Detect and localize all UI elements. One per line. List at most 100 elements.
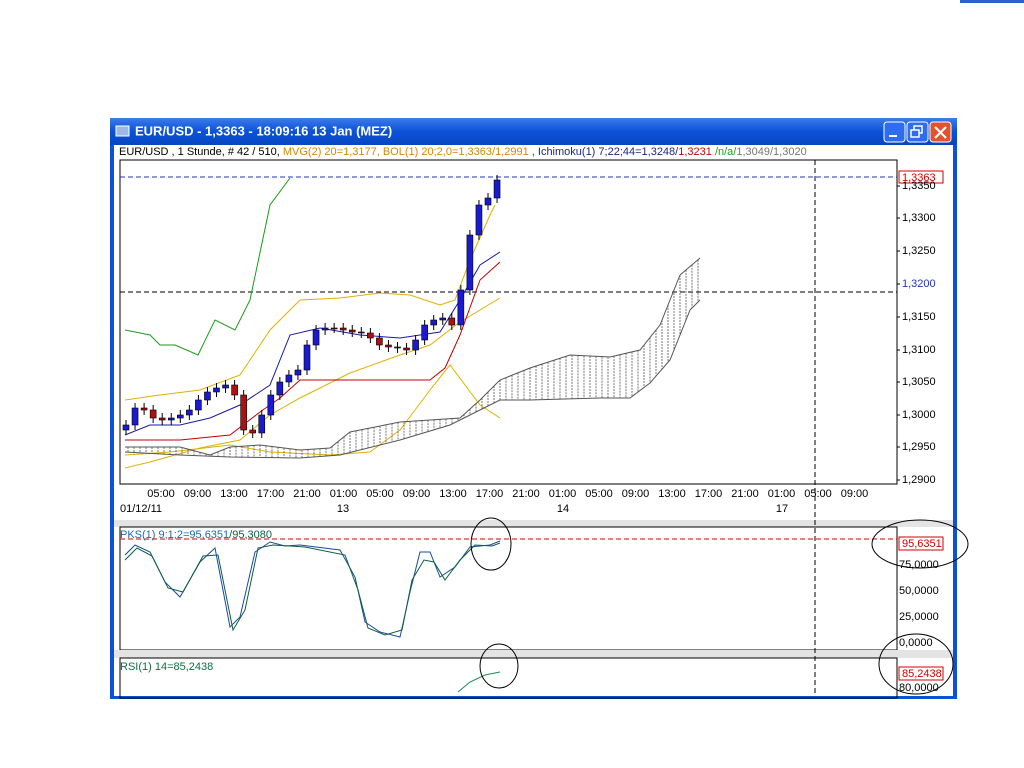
candle-body bbox=[231, 384, 238, 396]
chart-area bbox=[114, 145, 953, 696]
time-label: 09:00 bbox=[622, 488, 650, 500]
candle-body bbox=[158, 417, 166, 421]
senkou-a bbox=[125, 257, 701, 456]
pks-current: 95,6351 bbox=[902, 538, 942, 550]
candle-body bbox=[448, 317, 456, 326]
time-label: 01:00 bbox=[330, 488, 358, 500]
price-label: 1,3050 bbox=[902, 376, 936, 388]
candle-body bbox=[285, 374, 293, 383]
kijun-line bbox=[125, 261, 501, 441]
price-label: 1,3000 bbox=[902, 409, 936, 421]
candle-body bbox=[312, 329, 320, 346]
current-price: 1,3363 bbox=[902, 172, 936, 184]
time-label: 13:00 bbox=[439, 488, 467, 500]
time-label: 09:00 bbox=[403, 488, 431, 500]
price-label: 1,3150 bbox=[902, 311, 936, 323]
candle-body bbox=[267, 394, 275, 416]
window-title: EUR/USD - 1,3363 - 18:09:16 13 Jan (MEZ) bbox=[135, 123, 392, 138]
time-label: 17:00 bbox=[695, 488, 723, 500]
time-label: 21:00 bbox=[731, 488, 759, 500]
price-label: 1,3100 bbox=[902, 344, 936, 356]
pks-axis-label: 50,0000 bbox=[899, 585, 939, 597]
candle-body bbox=[276, 381, 284, 396]
info-text: EUR/USD , 1 Stunde, # 42 / 510, bbox=[119, 146, 283, 158]
window-icon bbox=[115, 125, 130, 137]
restore-icon bbox=[910, 129, 920, 138]
pks-axis-label: 75,0000 bbox=[899, 559, 939, 571]
candle-body bbox=[140, 407, 148, 411]
candle-body bbox=[367, 332, 374, 339]
candle-body bbox=[403, 347, 410, 351]
time-label: 21:00 bbox=[512, 488, 540, 500]
candle-body bbox=[357, 331, 365, 334]
pks-axis-label: 25,0000 bbox=[899, 611, 939, 623]
panel-splitter bbox=[114, 650, 953, 658]
candle-body bbox=[412, 339, 419, 351]
candle-body bbox=[330, 327, 338, 330]
moving-average bbox=[124, 364, 501, 456]
rsi-current: 85,2438 bbox=[902, 668, 942, 680]
candle-body bbox=[149, 409, 157, 419]
candle-body bbox=[457, 289, 465, 326]
candle-body bbox=[249, 429, 256, 434]
annotation-ellipse bbox=[470, 517, 512, 571]
candle-body bbox=[131, 407, 139, 426]
close-icon bbox=[934, 126, 947, 139]
date-label: 14 bbox=[557, 503, 569, 515]
candle-body bbox=[339, 327, 347, 331]
taskbar-edge bbox=[960, 0, 1024, 3]
candle-body bbox=[122, 424, 130, 431]
candle-body bbox=[213, 387, 220, 393]
time-label: 05:00 bbox=[147, 488, 175, 500]
pks-label: PKS(1) 9;1;2=95,6351/95,3080 bbox=[120, 529, 272, 541]
price-label: 1,3200 bbox=[902, 278, 936, 290]
info-text: /n/a/ bbox=[712, 146, 737, 158]
candle-body bbox=[222, 384, 229, 389]
time-label: 17:00 bbox=[257, 488, 285, 500]
time-label: 13:00 bbox=[658, 488, 686, 500]
candle-body bbox=[348, 329, 356, 333]
candle-body bbox=[294, 369, 302, 376]
price-label: 1,2950 bbox=[902, 441, 936, 453]
date-label: 17 bbox=[776, 503, 788, 515]
title-bar bbox=[110, 118, 957, 145]
candle-body bbox=[186, 409, 193, 416]
candle-body bbox=[484, 197, 492, 206]
time-label: 17:00 bbox=[476, 488, 504, 500]
candle-body bbox=[204, 391, 211, 401]
info-text: 1,3231 bbox=[678, 146, 712, 158]
time-label: 05:00 bbox=[804, 488, 832, 500]
rsi-panel bbox=[119, 657, 898, 699]
candle-body bbox=[493, 179, 501, 199]
price-label: 1,2900 bbox=[902, 474, 936, 486]
time-label: 05:00 bbox=[585, 488, 613, 500]
candle-body bbox=[376, 337, 383, 346]
candle-body bbox=[466, 234, 474, 291]
time-label: 21:00 bbox=[293, 488, 321, 500]
annotation-ellipse bbox=[878, 633, 954, 695]
candle-body bbox=[258, 414, 266, 434]
bollinger-lower bbox=[124, 297, 501, 469]
time-label: 09:00 bbox=[841, 488, 869, 500]
info-line: EUR/USD , 1 Stunde, # 42 / 510, MVG(2) 2… bbox=[119, 146, 807, 158]
candle-body bbox=[195, 399, 202, 411]
annotation-ellipse bbox=[479, 643, 519, 689]
candle-body bbox=[421, 324, 428, 341]
time-label: 01:00 bbox=[768, 488, 796, 500]
panel-splitter bbox=[114, 520, 953, 527]
rsi-axis-label: 80,0000 bbox=[899, 682, 939, 694]
minimize-button[interactable] bbox=[883, 121, 906, 143]
pks-box bbox=[898, 536, 944, 551]
candle-body bbox=[475, 204, 483, 236]
minimize-icon bbox=[889, 135, 897, 137]
candle-body bbox=[321, 327, 329, 331]
info-text: MVG(2) 20=1,3177, BOL(1) 20;2,0=1,3363/1… bbox=[283, 146, 529, 158]
time-label: 13:00 bbox=[220, 488, 248, 500]
price-panel bbox=[119, 159, 898, 485]
candle-body bbox=[303, 344, 311, 371]
candle-body bbox=[394, 346, 401, 349]
candle-body bbox=[167, 417, 175, 421]
pks-axis-label: 0,0000 bbox=[899, 637, 933, 649]
